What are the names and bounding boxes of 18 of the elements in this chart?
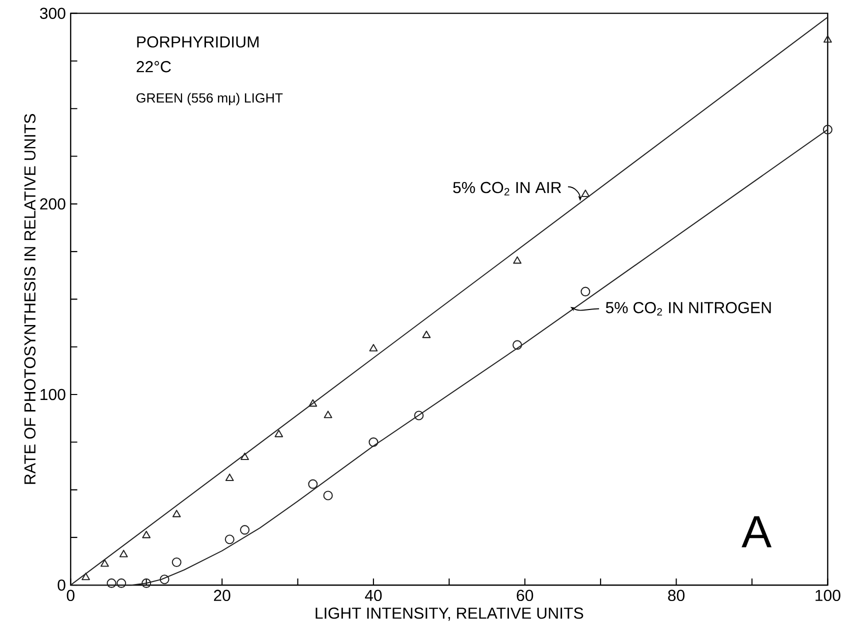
- x-tick-label: 0: [66, 590, 74, 602]
- y-tick-label: 300: [40, 8, 66, 19]
- annotation: GREEN (556 mμ) LIGHT: [136, 92, 283, 106]
- x-tick-label: 20: [214, 590, 230, 602]
- y-tick-label: 0: [58, 579, 66, 591]
- series-label: 5% CO$_{2}$ IN NITROGEN: [606, 302, 771, 316]
- annotation: A: [742, 516, 772, 548]
- series-label: 5% CO$_{2}$ IN AIR: [453, 182, 562, 196]
- y-tick-label: 200: [40, 198, 66, 210]
- annotation: PORPHYRIDIUM: [137, 36, 259, 48]
- x-tick-label: 100: [816, 590, 840, 602]
- y-axis-title: RATE OF PHOTOSYNTHESIS IN RELATIVE UNITS: [24, 114, 36, 484]
- x-tick-label: 40: [364, 590, 382, 602]
- y-tick-label: 100: [40, 388, 66, 400]
- annotation: 22°C: [136, 61, 171, 72]
- x-axis-title: LIGHT INTENSITY, RELATIVE UNITS: [316, 608, 584, 621]
- x-tick-label: 60: [516, 590, 534, 602]
- x-tick-label: 80: [668, 590, 685, 602]
